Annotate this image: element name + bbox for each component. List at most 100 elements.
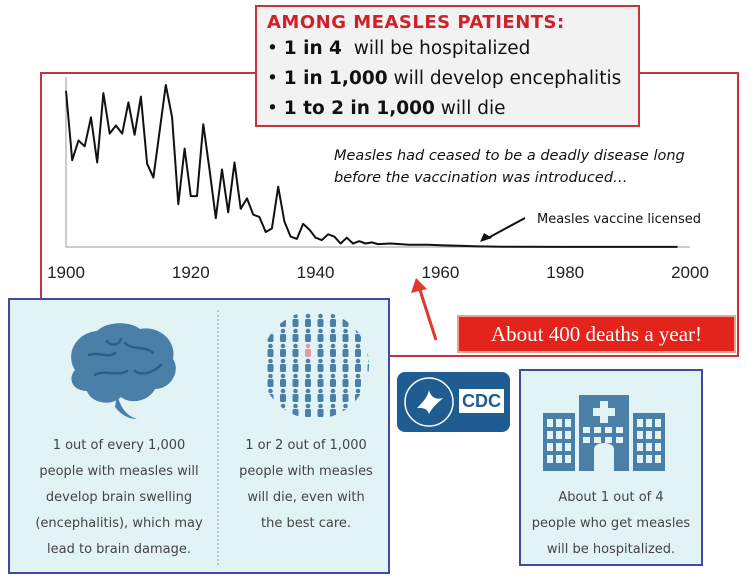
person-icon: [368, 343, 369, 349]
person-icon: [355, 334, 361, 342]
person-icon: [305, 409, 311, 417]
window-icon: [547, 419, 553, 427]
person-icon: [317, 349, 324, 357]
person-icon: [268, 343, 273, 349]
window-icon: [594, 427, 601, 433]
window-icon: [605, 437, 612, 443]
person-icon: [292, 379, 299, 387]
window-icon: [637, 443, 643, 451]
text-line: develop brain swelling: [45, 490, 193, 505]
person-icon: [267, 394, 274, 402]
person-icon: [318, 313, 323, 319]
person-icon: [255, 364, 261, 372]
stat-encephalitis: • 1 in 1,000 will develop encephalitis: [267, 68, 622, 89]
person-icon: [305, 349, 311, 357]
window-icon: [605, 427, 612, 433]
stat-value: 1 to 2 in 1,000: [283, 98, 435, 119]
person-icon: [330, 319, 336, 327]
person-icon: [256, 389, 261, 394]
person-icon: [256, 359, 261, 364]
person-icon: [305, 334, 311, 342]
window-icon: [616, 427, 623, 433]
person-icon: [267, 319, 274, 327]
x-tick-label: 1920: [172, 263, 210, 282]
person-icon: [305, 373, 311, 379]
person-icon: [318, 388, 323, 394]
person-icon: [256, 329, 261, 334]
person-icon: [280, 379, 286, 387]
window-icon: [547, 455, 553, 463]
person-icon: [256, 404, 261, 409]
person-icon: [318, 328, 323, 334]
person-icon: [280, 394, 286, 402]
person-icon: [293, 373, 298, 379]
stat-value: 1 in 1,000: [283, 68, 388, 89]
person-icon: [355, 388, 361, 394]
person-icon: [355, 313, 361, 319]
stat-deaths: • 1 to 2 in 1,000 will die: [267, 98, 506, 119]
window-icon: [646, 431, 652, 439]
person-icon: [280, 313, 286, 319]
window-icon: [646, 443, 652, 451]
person-icon: [368, 328, 369, 334]
person-icon: [268, 358, 273, 364]
window-icon: [547, 443, 553, 451]
person-icon: [255, 349, 261, 357]
person-icon: [368, 358, 369, 364]
person-icon: [317, 394, 324, 402]
person-icon: [330, 394, 336, 402]
person-icon: [293, 403, 298, 409]
text-line: will die, even with: [247, 490, 365, 505]
person-icon: [368, 403, 369, 409]
window-icon: [556, 455, 562, 463]
person-icon: [267, 409, 274, 417]
people-grid-icon: [255, 313, 369, 417]
window-icon: [583, 427, 590, 433]
person-icon: [368, 313, 369, 319]
person-icon: [255, 319, 261, 327]
person-icon: [293, 328, 298, 334]
person-icon: [330, 343, 336, 349]
x-tick-label: 1900: [47, 263, 85, 282]
person-icon: [255, 394, 261, 402]
window-icon: [646, 455, 652, 463]
person-icon: [280, 334, 286, 342]
person-icon: [330, 313, 336, 319]
person-icon: [292, 394, 299, 402]
person-icon: [256, 344, 261, 349]
person-icon: [256, 314, 261, 319]
person-icon: [268, 313, 273, 319]
x-tick-label: 1940: [297, 263, 335, 282]
person-icon: [330, 403, 336, 409]
info-panel-left: 1 out of every 1,000 people with measles…: [8, 298, 390, 574]
deaths-arrow-head: [411, 278, 427, 293]
vaccine-pointer-line: [487, 217, 526, 239]
person-icon: [355, 394, 361, 402]
stats-title: AMONG MEASLES PATIENTS:: [267, 12, 565, 33]
stat-text: will die: [440, 98, 506, 119]
person-icon: [355, 403, 361, 409]
person-icon: [355, 349, 361, 357]
window-icon: [565, 455, 571, 463]
x-tick-label: 2000: [671, 263, 709, 282]
person-icon: [280, 328, 286, 334]
person-icon: [280, 373, 286, 379]
person-icon: [280, 403, 286, 409]
window-icon: [556, 419, 562, 427]
person-icon: [330, 334, 336, 342]
person-icon: [318, 403, 323, 409]
person-icon: [367, 334, 369, 342]
text-line: will be hospitalized.: [546, 542, 676, 557]
person-icon: [318, 358, 323, 364]
person-icon: [355, 328, 361, 334]
person-icon: [367, 394, 369, 402]
person-icon: [355, 379, 361, 387]
person-icon: [305, 319, 311, 327]
window-icon: [565, 419, 571, 427]
person-icon: [317, 334, 324, 342]
person-icon: [355, 319, 361, 327]
person-icon: [367, 379, 369, 387]
person-icon: [255, 334, 261, 342]
person-icon: [318, 373, 323, 379]
